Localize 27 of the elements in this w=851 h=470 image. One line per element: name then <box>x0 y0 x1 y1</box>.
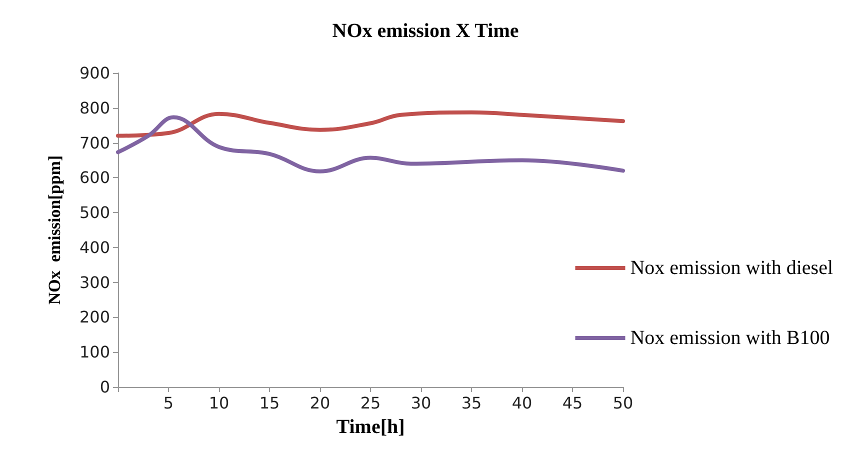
line-series <box>116 115 625 174</box>
x-tick-label: 20 <box>310 394 330 412</box>
y-tick-label: 700 <box>79 133 110 152</box>
y-tick-label: 400 <box>79 238 110 257</box>
x-tick-label: 15 <box>259 394 280 412</box>
x-tick-label: 25 <box>360 394 381 412</box>
x-tick-label: 45 <box>562 394 583 412</box>
x-tick-label: 30 <box>410 394 432 412</box>
y-tick-label: 0 <box>100 378 110 396</box>
y-axis-title: NOx emission[ppm] <box>45 155 64 305</box>
x-axis-title: Time[h] <box>336 416 405 438</box>
y-tick-label: 600 <box>79 168 110 188</box>
x-tick-label: 10 <box>208 394 230 412</box>
x-tick-label: 50 <box>612 394 634 412</box>
y-tick-label: 100 <box>79 342 110 362</box>
x-tick-label: 5 <box>163 394 174 412</box>
y-tick-label: 900 <box>79 64 110 82</box>
line-series <box>116 110 625 138</box>
y-tick-label: 500 <box>79 203 110 222</box>
y-tick-label: 300 <box>79 272 110 292</box>
legend-label: Nox emission with diesel <box>630 257 834 279</box>
chart-title: NOx emission X Time <box>332 20 519 42</box>
legend-label: Nox emission with B100 <box>630 327 830 349</box>
x-tick-label: 40 <box>512 394 532 412</box>
y-tick-label: 800 <box>79 98 110 118</box>
x-tick-label: 35 <box>461 394 482 412</box>
y-tick-label: 200 <box>79 308 110 327</box>
